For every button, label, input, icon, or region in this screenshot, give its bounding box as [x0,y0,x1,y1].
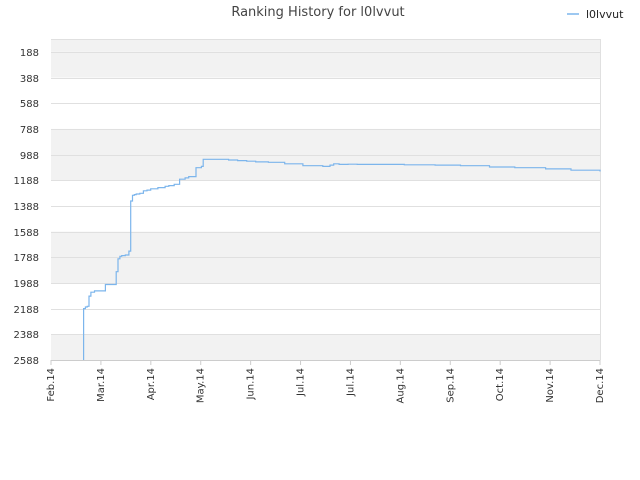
y-tick-label: 2388 [14,330,39,341]
legend-label: l0lvvut [586,8,624,21]
x-tick-label: Aug.14 [395,368,406,403]
y-tick-label: 788 [20,125,39,136]
series-layer [83,158,601,360]
x-tick-label: May.14 [196,368,207,403]
y-tick-label: 988 [20,151,39,162]
x-tick-label: Dec.14 [595,368,606,403]
y-tick-label: 588 [20,99,39,110]
plot-band [51,257,600,283]
plot-band [51,334,600,360]
y-tick-label: 1388 [14,202,39,213]
x-axis: Feb.14 Mar.14 Apr.14 May.14 Jun.14 Jul.14 Jul.… [46,360,606,403]
chart-title: Ranking History for l0lvvut [231,5,404,20]
x-tick-label: Apr.14 [146,368,157,400]
y-tick-label: 2588 [14,356,39,367]
x-tick-label: Sep.14 [445,368,456,403]
x-tick-label: Jul.14 [296,368,307,397]
x-tick-label: Mar.14 [96,368,107,402]
plot-band [51,128,600,155]
x-tick-label: Jun.14 [246,368,257,401]
legend[interactable]: l0lvvut [567,8,624,21]
y-axis: 188 388 588 788 988 1188 1388 1588 1788 1988 2188 2… [14,48,39,367]
plot-band [51,51,600,78]
x-tick-label: Feb.14 [46,368,57,402]
y-tick-label: 1188 [14,176,39,187]
plot-band [51,39,600,52]
x-tick-label: Jul.14 [345,368,356,397]
x-tick-label: Nov.14 [545,368,556,403]
plot-bands [51,39,600,360]
y-tick-label: 1988 [14,279,39,290]
x-tick-label: Oct.14 [495,368,506,401]
y-tick-label: 1788 [14,253,39,264]
y-tick-label: 188 [20,48,39,59]
y-tick-label: 2188 [14,305,39,316]
grid-lines [51,39,601,361]
plot-band [51,231,600,258]
y-tick-label: 1588 [14,228,39,239]
series-line[interactable] [83,158,601,360]
y-tick-label: 388 [20,74,39,85]
